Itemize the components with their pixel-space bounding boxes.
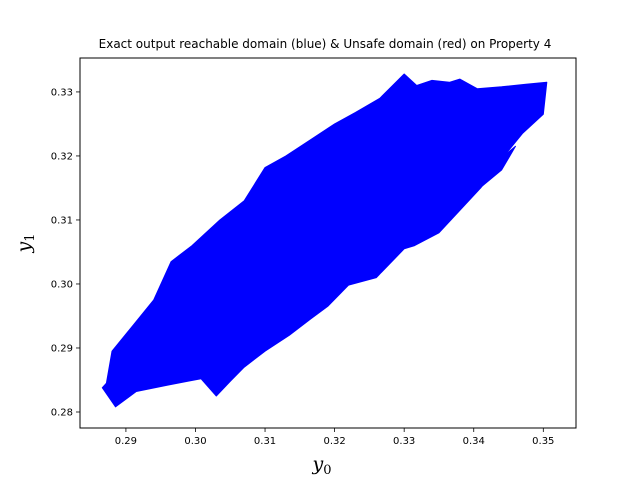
x-axis-label: y0 [311, 453, 331, 478]
reachable-region-2 [448, 145, 516, 205]
y-tick-label: 0.28 [51, 407, 73, 418]
axes-frame [79, 57, 577, 429]
x-tick-label: 0.29 [115, 436, 137, 447]
reachable-region-0 [101, 73, 548, 408]
y-tick-label: 0.29 [51, 343, 73, 354]
x-tick-label: 0.32 [323, 436, 345, 447]
x-axis-ticks: 0.29 0.30 0.31 0.32 0.33 0.34 0.35 [115, 428, 554, 447]
y-axis-ticks: 0.28 0.29 0.30 0.31 0.32 0.33 [51, 87, 80, 418]
x-axis-label-subscript: 0 [323, 463, 331, 478]
x-axis-label-base: y [311, 453, 323, 475]
x-tick-label: 0.31 [254, 436, 276, 447]
y-axis-label-base: y [13, 242, 35, 254]
y-axis-label: y1 [13, 233, 38, 253]
y-tick-label: 0.32 [51, 151, 73, 162]
x-tick-label: 0.34 [463, 436, 485, 447]
y-tick-label: 0.30 [51, 279, 73, 290]
reachable-region-group [101, 73, 548, 408]
y-tick-label: 0.33 [51, 87, 73, 98]
chart-title: Exact output reachable domain (blue) & U… [99, 37, 552, 51]
x-tick-label: 0.35 [532, 436, 554, 447]
plot-area [79, 57, 577, 429]
x-tick-label: 0.30 [184, 436, 206, 447]
y-tick-label: 0.31 [51, 215, 73, 226]
x-tick-label: 0.33 [393, 436, 415, 447]
y-axis-label-subscript: 1 [23, 233, 38, 241]
